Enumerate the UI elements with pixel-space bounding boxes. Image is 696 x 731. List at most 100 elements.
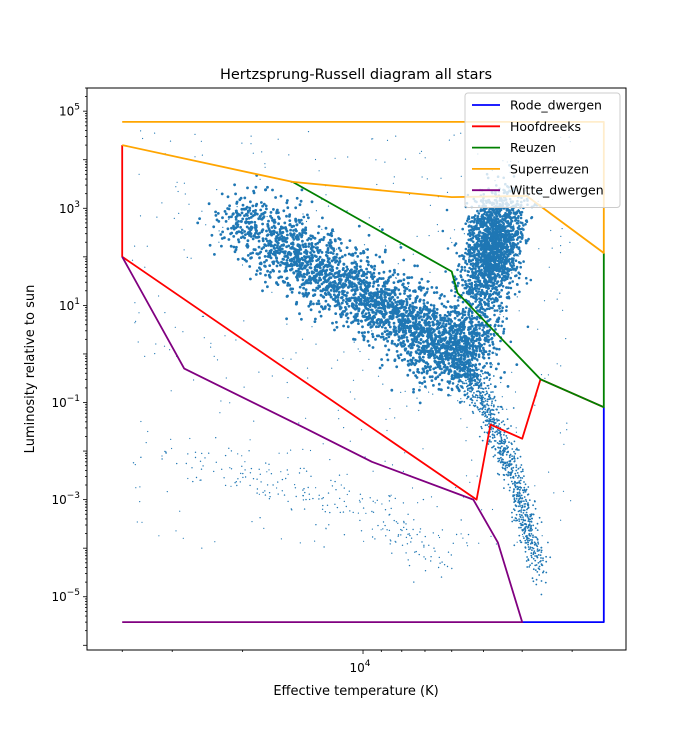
star-point — [414, 340, 418, 344]
star-point — [474, 396, 476, 398]
star-point — [380, 306, 384, 310]
star-point — [429, 354, 433, 358]
star-point — [539, 554, 542, 557]
star-point — [482, 326, 486, 329]
star-point — [523, 537, 525, 539]
star-point — [501, 452, 504, 455]
star-point — [403, 292, 406, 295]
star-point — [519, 240, 522, 243]
star-point — [481, 351, 484, 355]
star-point — [213, 253, 216, 256]
star-point — [491, 306, 494, 310]
star-point — [386, 293, 390, 297]
star-point — [264, 244, 268, 248]
star-point — [405, 314, 409, 318]
star-point — [533, 541, 536, 544]
star-point — [274, 196, 277, 199]
star-point — [317, 302, 321, 306]
star-point — [318, 310, 321, 314]
star-point — [463, 342, 466, 345]
star-point — [315, 278, 318, 282]
star-point — [435, 322, 439, 326]
star-point — [367, 263, 370, 267]
star-point — [365, 286, 369, 290]
star-point — [322, 236, 326, 239]
star-point — [435, 311, 439, 315]
star-point — [385, 333, 389, 336]
star-point — [332, 289, 336, 293]
star-point — [508, 465, 510, 468]
star-point — [485, 390, 488, 393]
star-point — [265, 259, 268, 262]
star-point — [276, 208, 279, 212]
star-point — [262, 202, 266, 206]
star-point — [481, 427, 483, 430]
star-point — [375, 296, 379, 300]
star-point — [463, 337, 467, 341]
star-point — [538, 516, 541, 519]
star-point — [356, 255, 360, 258]
star-point — [321, 295, 325, 298]
star-point — [471, 354, 475, 358]
star-point — [308, 281, 312, 285]
star-point — [477, 290, 481, 293]
star-point — [393, 358, 397, 362]
star-point — [385, 311, 388, 315]
star-point — [338, 286, 342, 289]
star-point — [393, 293, 397, 297]
star-point — [510, 425, 512, 427]
star-point — [529, 546, 532, 549]
star-point — [409, 346, 413, 350]
star-point — [453, 244, 457, 247]
star-point — [380, 310, 383, 314]
star-point — [243, 230, 247, 233]
star-point — [523, 486, 526, 489]
star-point — [458, 338, 461, 342]
star-point — [465, 379, 467, 382]
star-point — [386, 329, 389, 333]
star-point — [511, 516, 513, 519]
star-point — [458, 401, 462, 404]
star-point — [338, 305, 342, 308]
star-point — [279, 194, 283, 198]
star-point — [433, 345, 437, 348]
star-point — [278, 270, 281, 273]
star-point — [495, 309, 499, 312]
star-point — [453, 311, 457, 314]
star-point — [479, 394, 482, 397]
star-point — [297, 257, 300, 260]
star-point — [365, 272, 368, 276]
star-point — [466, 388, 469, 391]
star-point — [320, 282, 324, 286]
star-point — [237, 240, 241, 244]
star-point — [277, 211, 280, 215]
star-point — [457, 296, 461, 299]
star-point — [287, 283, 291, 287]
star-point — [300, 317, 303, 321]
star-point — [423, 314, 426, 317]
star-point — [496, 319, 500, 323]
star-point — [494, 454, 496, 457]
star-point — [282, 226, 285, 230]
star-point — [432, 307, 436, 310]
star-point — [281, 237, 284, 241]
star-point — [482, 411, 485, 413]
star-point — [384, 326, 387, 330]
star-point — [505, 296, 509, 299]
star-point — [292, 247, 296, 251]
star-point — [441, 343, 445, 347]
star-point — [327, 307, 331, 311]
star-point — [524, 529, 527, 532]
star-point — [487, 296, 491, 300]
star-point — [367, 233, 371, 237]
star-point — [280, 234, 284, 238]
star-point — [453, 371, 456, 375]
star-point — [234, 192, 238, 196]
star-point — [346, 316, 350, 320]
star-point — [535, 578, 538, 581]
star-point — [428, 368, 432, 372]
star-point — [534, 500, 536, 503]
star-point — [382, 301, 386, 304]
star-point — [533, 550, 536, 552]
star-point — [528, 539, 531, 542]
